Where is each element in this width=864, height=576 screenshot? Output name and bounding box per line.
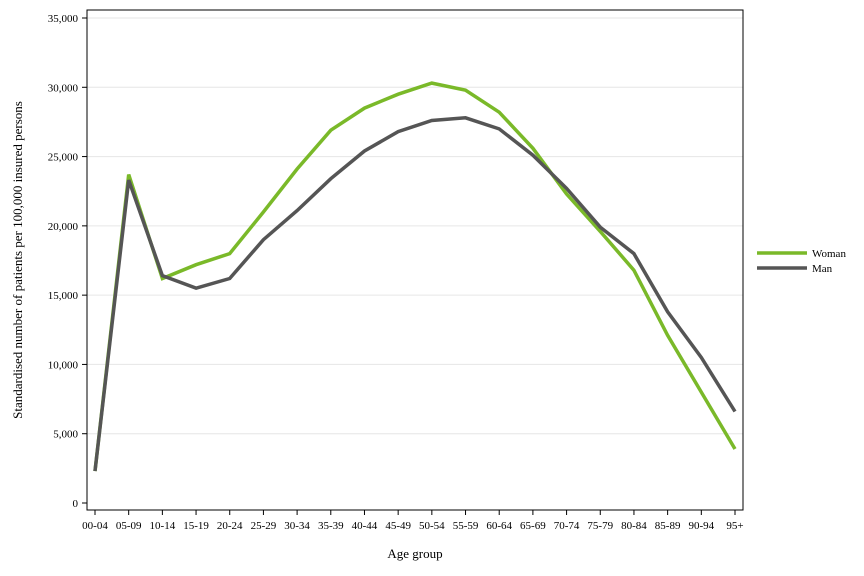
x-tick-label: 80-84 (621, 520, 647, 532)
y-axis-title: Standardised number of patients per 100,… (10, 101, 25, 419)
x-tick-label: 90-94 (688, 520, 714, 532)
x-tick-label: 15-19 (183, 520, 209, 532)
y-tick-label: 10,000 (48, 359, 79, 371)
y-tick-label: 0 (73, 498, 79, 510)
y-tick-label: 20,000 (48, 221, 79, 233)
x-tick-label: 20-24 (217, 520, 243, 532)
legend-label-woman: Woman (812, 248, 846, 260)
x-axis-title: Age group (387, 546, 442, 561)
x-tick-label: 70-74 (554, 520, 580, 532)
x-tick-label: 75-79 (587, 520, 613, 532)
plot-frame (86, 9, 744, 511)
y-tick-label: 5,000 (53, 429, 78, 441)
x-tick-label: 85-89 (655, 520, 681, 532)
x-tick-label: 30-34 (284, 520, 310, 532)
x-axis: 00-04 05-09 10-14 15-19 20-24 25-29 30-34 35-39… (82, 510, 744, 532)
y-axis: 0 5,000 10,000 15,000 20,000 25,000 30,000 35,0… (48, 13, 87, 510)
x-tick-label: 95+ (726, 520, 743, 532)
x-tick-label: 05-09 (116, 520, 142, 532)
x-tick-label: 60-64 (486, 520, 512, 532)
x-tick-label: 10-14 (150, 520, 176, 532)
x-tick-label: 40-44 (352, 520, 378, 532)
y-tick-label: 15,000 (48, 290, 79, 302)
legend: Woman Man (757, 248, 846, 275)
series-line-woman (93, 81, 737, 472)
x-tick-label: 25-29 (251, 520, 277, 532)
y-tick-label: 30,000 (48, 82, 79, 94)
x-tick-label: 55-59 (453, 520, 479, 532)
x-tick-label: 00-04 (82, 520, 108, 532)
y-tick-label: 25,000 (48, 152, 79, 164)
x-tick-label: 65-69 (520, 520, 546, 532)
y-tick-label: 35,000 (48, 13, 79, 25)
x-tick-label: 35-39 (318, 520, 344, 532)
series-line-man (93, 116, 737, 472)
legend-label-man: Man (812, 263, 833, 275)
x-tick-label: 45-49 (385, 520, 411, 532)
series-lines (93, 81, 737, 472)
x-tick-label: 50-54 (419, 520, 445, 532)
